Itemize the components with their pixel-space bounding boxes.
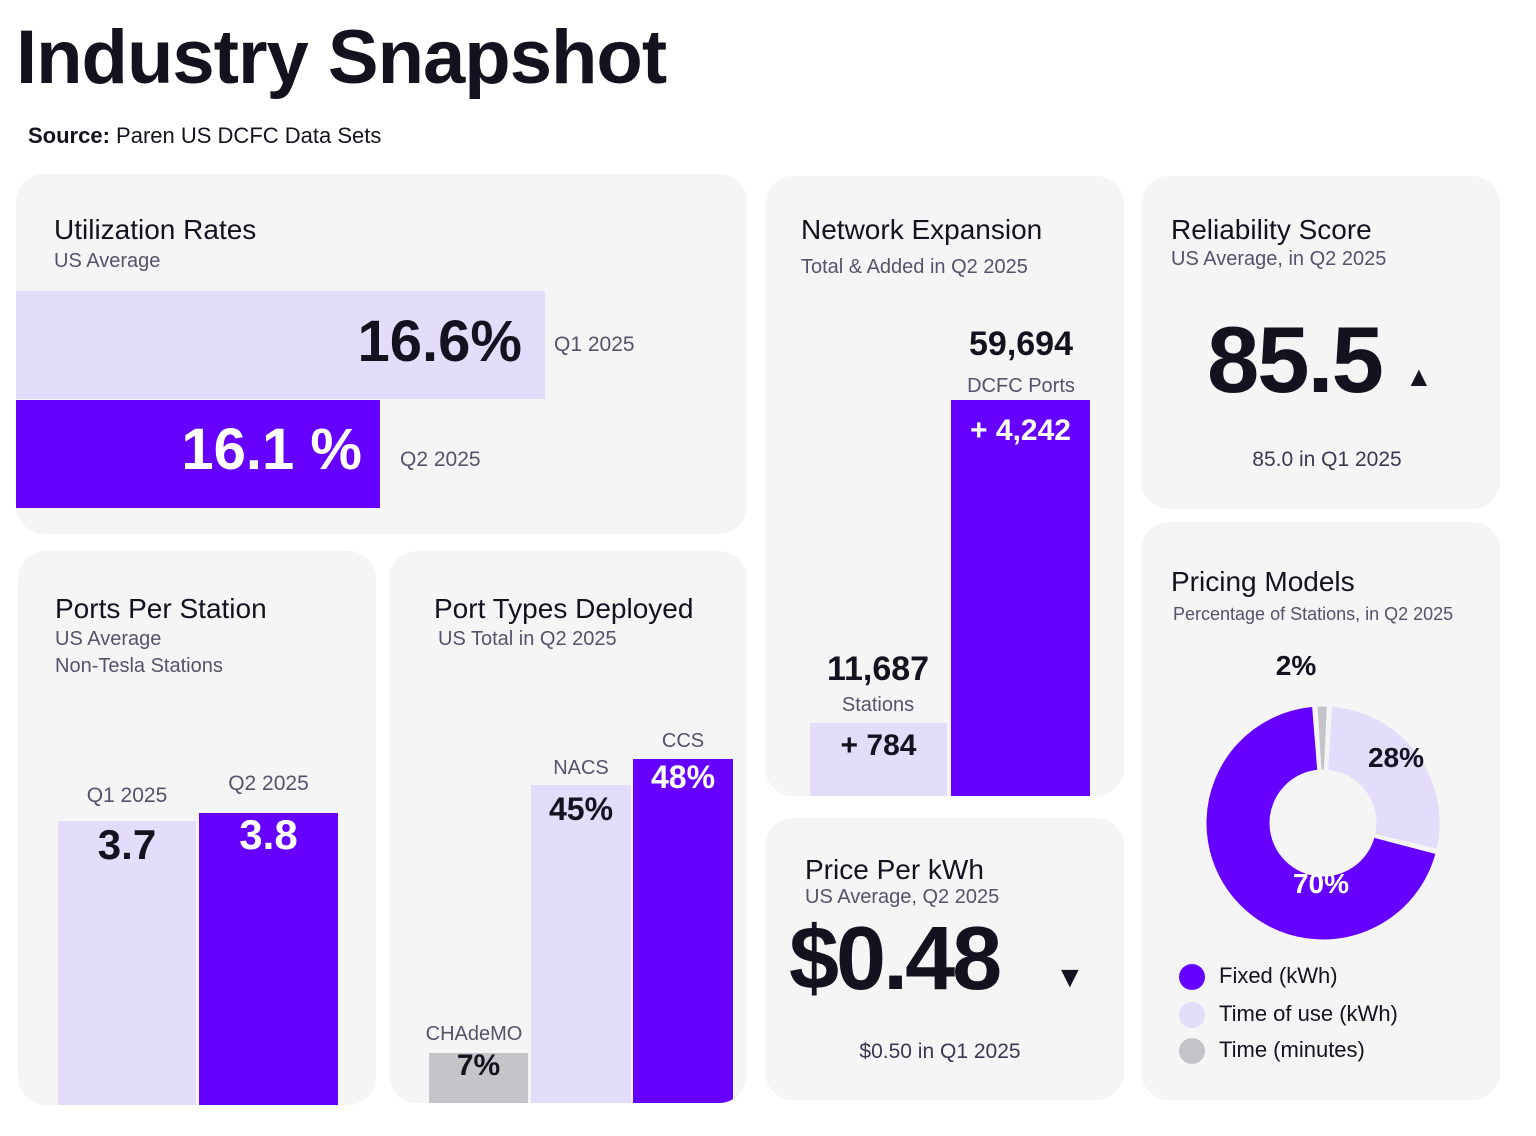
pricing-subtitle: Percentage of Stations, in Q2 2025 — [1173, 604, 1454, 624]
donut-slice-fixed — [1203, 703, 1440, 943]
pps-q1-label: Q1 2025 — [86, 784, 168, 807]
donut-slice-tou — [1324, 703, 1443, 853]
source-label: Source: — [28, 123, 110, 148]
pps-q1-bar — [58, 821, 196, 1105]
ccs-label: CCS — [661, 730, 705, 752]
reliability-previous: 85.0 in Q1 2025 — [1252, 448, 1402, 471]
slice-label-fixed: 70% — [1292, 868, 1350, 899]
pps-q2-value: 3.8 — [239, 811, 298, 858]
price-subtitle: US Average, Q2 2025 — [805, 886, 1000, 908]
pricing-card: Pricing Models Percentage of Stations, i… — [1141, 522, 1500, 1100]
slice-label-time: 2% — [1275, 650, 1317, 681]
utilization-bar-q2 — [16, 400, 380, 508]
nacs-value: 45% — [548, 791, 614, 827]
network-stations-label: Stations — [841, 694, 915, 716]
price-title: Price Per kWh — [805, 854, 984, 885]
network-ports-bar — [951, 400, 1090, 796]
network-ports-total: 59,694 — [969, 325, 1073, 363]
source-text: Paren US DCFC Data Sets — [116, 123, 382, 148]
pps-title: Ports Per Station — [55, 593, 267, 624]
utilization-q1-value: 16.6% — [357, 309, 522, 374]
port-types-subtitle: US Total in Q2 2025 — [438, 628, 617, 650]
chademo-bar — [429, 1053, 528, 1103]
utilization-title: Utilization Rates — [54, 214, 257, 245]
reliability-value: 85.5 — [1207, 307, 1384, 412]
network-ports-label: DCFC Ports — [967, 375, 1075, 397]
legend-swatch-fixed — [1179, 964, 1205, 990]
port-types-card: Port Types Deployed US Total in Q2 2025 … — [389, 551, 747, 1103]
chademo-value: 7% — [456, 1049, 501, 1082]
reliability-subtitle: US Average, in Q2 2025 — [1171, 248, 1387, 270]
network-card: Network Expansion Total & Added in Q2 20… — [765, 176, 1124, 796]
port-types-title: Port Types Deployed — [434, 593, 694, 624]
ccs-bar — [633, 759, 733, 1103]
utilization-q1-label: Q1 2025 — [554, 333, 635, 356]
utilization-card: Utilization Rates US Average 16.6% Q1 20… — [16, 174, 747, 534]
down-triangle-icon: ▼ — [1055, 961, 1085, 994]
legend-swatch-tou — [1179, 1002, 1205, 1028]
utilization-q2-label: Q2 2025 — [400, 448, 481, 471]
pricing-donut — [1203, 703, 1443, 943]
price-previous: $0.50 in Q1 2025 — [859, 1040, 1021, 1063]
legend-label-fixed: Fixed (kWh) — [1219, 963, 1338, 988]
network-title: Network Expansion — [801, 214, 1043, 245]
price-card: Price Per kWh US Average, Q2 2025 $0.48 … — [765, 818, 1124, 1100]
ports-per-station-card: Ports Per Station US Average Non-Tesla S… — [18, 551, 376, 1105]
legend-label-tou: Time of use (kWh) — [1219, 1001, 1398, 1026]
network-stations-total: 11,687 — [826, 650, 930, 688]
pps-q1-value: 3.7 — [97, 821, 157, 868]
source-line: Source: Paren US DCFC Data Sets — [28, 123, 381, 149]
pps-subtitle2: Non-Tesla Stations — [55, 655, 223, 677]
network-stations-bar — [810, 723, 947, 796]
up-triangle-icon: ▲ — [1405, 361, 1433, 392]
page-title: Industry Snapshot — [16, 15, 667, 100]
network-subtitle: Total & Added in Q2 2025 — [801, 256, 1028, 278]
network-stations-added: + 784 — [840, 729, 917, 762]
nacs-bar — [531, 785, 631, 1103]
utilization-subtitle: US Average — [54, 250, 161, 272]
pps-subtitle1: US Average — [55, 628, 162, 650]
price-value: $0.48 — [789, 909, 1002, 1009]
legend-label-time: Time (minutes) — [1219, 1037, 1365, 1062]
reliability-title: Reliability Score — [1171, 214, 1372, 245]
nacs-label: NACS — [553, 757, 609, 779]
slice-label-tou: 28% — [1367, 742, 1425, 773]
ccs-value: 48% — [650, 759, 716, 795]
utilization-bar-q1 — [16, 291, 545, 399]
reliability-card: Reliability Score US Average, in Q2 2025… — [1141, 176, 1500, 509]
utilization-q2-value: 16.1 % — [181, 417, 362, 482]
pps-q2-label: Q2 2025 — [228, 772, 309, 795]
pps-q2-bar — [199, 813, 338, 1105]
legend-swatch-time — [1179, 1038, 1205, 1064]
pricing-title: Pricing Models — [1171, 566, 1355, 597]
network-ports-added: + 4,242 — [970, 414, 1071, 447]
chademo-label: CHAdeMO — [425, 1023, 523, 1045]
